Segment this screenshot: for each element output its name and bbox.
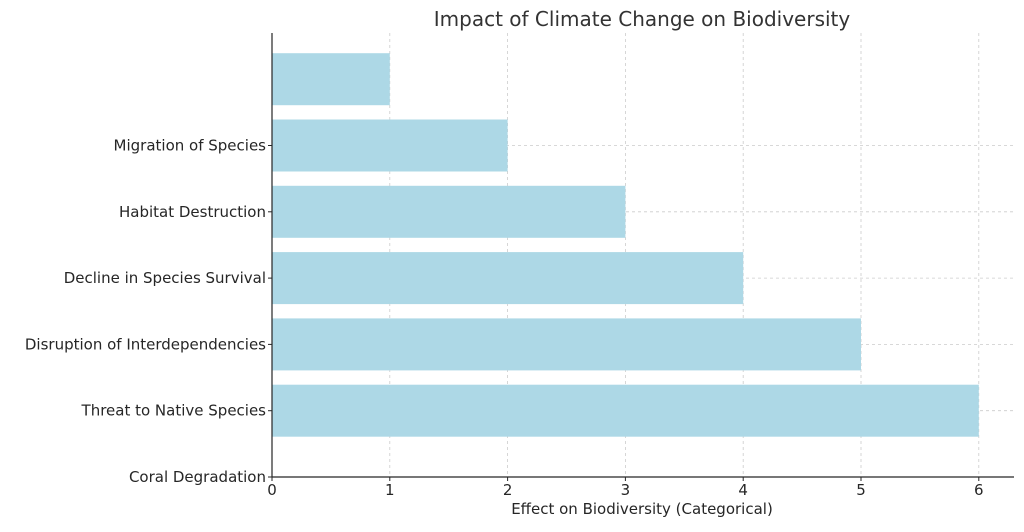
bar [272,53,390,106]
bar [272,119,508,172]
axes [271,33,1014,478]
x-axis-label: Effect on Biodiversity (Categorical) [511,500,773,518]
chart-title: Impact of Climate Change on Biodiversity [434,7,851,31]
bar [272,384,979,437]
y-tick-label: Habitat Destruction [119,203,266,221]
y-tick-label: Migration of Species [114,137,267,155]
bar [272,185,626,238]
x-tick-label: 6 [974,481,984,499]
y-tick-label: Disruption of Interdependencies [25,335,266,353]
x-tick-label: 1 [385,481,395,499]
x-tick-label: 5 [856,481,866,499]
y-axis-ticks: Coral Degradation Threat to Native Specie… [25,137,272,486]
x-tick-label: 2 [503,481,513,499]
bar [272,318,861,371]
x-tick-label: 0 [267,481,277,499]
bar [272,252,744,305]
y-tick-label: Threat to Native Species [81,402,267,420]
y-tick-label: Decline in Species Survival [64,269,266,287]
y-tick-label: Coral Degradation [129,468,266,486]
bars [272,53,979,437]
x-tick-label: 4 [738,481,748,499]
x-tick-label: 3 [621,481,631,499]
x-axis-ticks: 0 1 2 3 4 5 6 [267,477,984,499]
